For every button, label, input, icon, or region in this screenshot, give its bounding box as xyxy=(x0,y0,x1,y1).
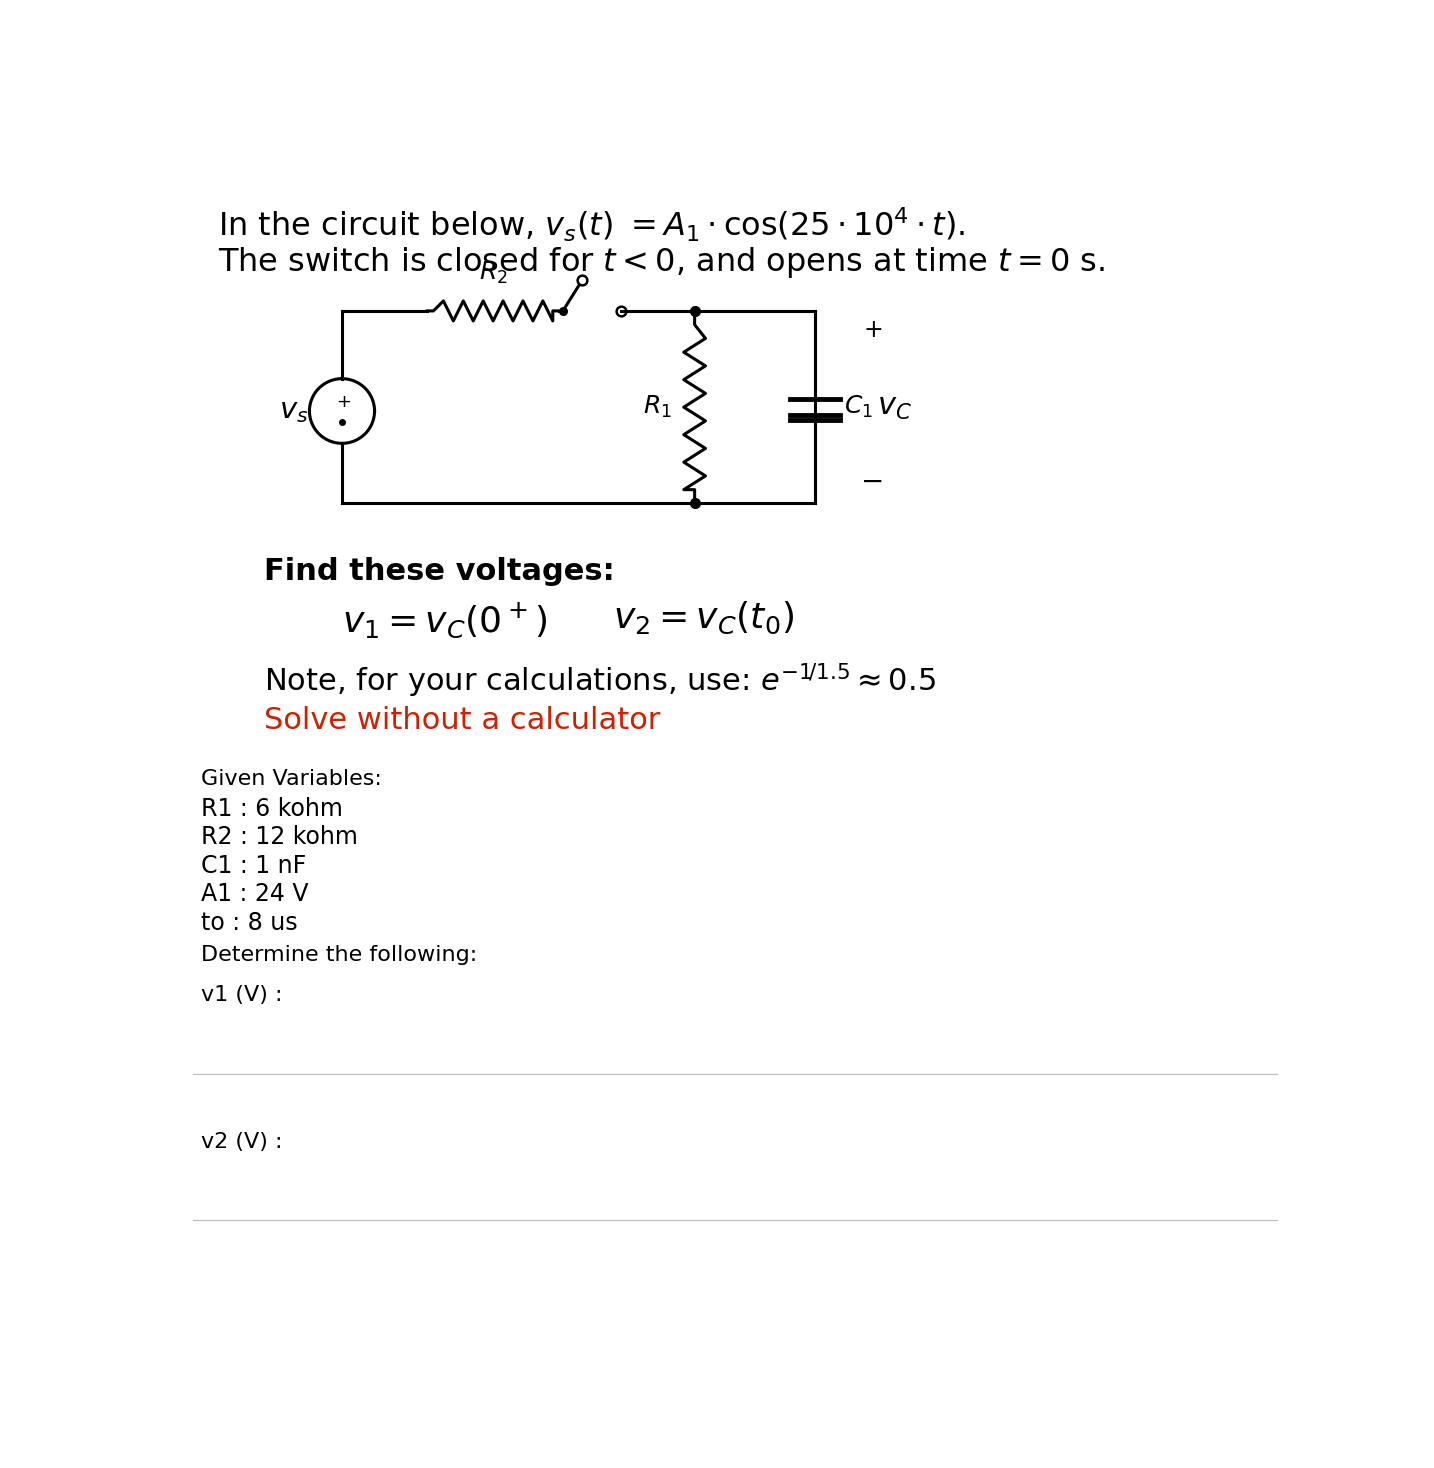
Text: $v_2 = v_C(t_0)$: $v_2 = v_C(t_0)$ xyxy=(614,599,794,636)
Text: Solve without a calculator: Solve without a calculator xyxy=(264,706,661,735)
Text: $C_1$: $C_1$ xyxy=(845,393,873,420)
Text: $R_2$: $R_2$ xyxy=(479,260,508,286)
Text: v1 (V) :: v1 (V) : xyxy=(201,985,282,1006)
Text: $v_1 = v_C(0^+)$: $v_1 = v_C(0^+)$ xyxy=(341,599,548,640)
Text: +: + xyxy=(336,393,351,411)
Text: −: − xyxy=(862,468,885,496)
Text: $v_s$: $v_s$ xyxy=(280,396,308,426)
Text: R2 : 12 kohm: R2 : 12 kohm xyxy=(201,825,358,850)
Text: Determine the following:: Determine the following: xyxy=(201,945,478,966)
Text: to : 8 us: to : 8 us xyxy=(201,910,298,935)
Text: In the circuit below, $v_s(t)\ =A_1\cdot\cos(25\cdot10^4\cdot t).$: In the circuit below, $v_s(t)\ =A_1\cdot… xyxy=(218,206,965,244)
Text: Note, for your calculations, use: $e^{-1\!/1.5} \approx 0.5$: Note, for your calculations, use: $e^{-1… xyxy=(264,661,936,700)
Text: The switch is closed for $t<0$, and opens at time $t=0$ s.: The switch is closed for $t<0$, and open… xyxy=(218,245,1106,280)
Text: $v_C$: $v_C$ xyxy=(876,392,912,421)
Text: +: + xyxy=(863,319,883,342)
Text: C1 : 1 nF: C1 : 1 nF xyxy=(201,854,307,878)
Text: $R_1$: $R_1$ xyxy=(642,393,673,420)
Text: R1 : 6 kohm: R1 : 6 kohm xyxy=(201,797,343,821)
Text: Given Variables:: Given Variables: xyxy=(201,769,381,790)
Text: A1 : 24 V: A1 : 24 V xyxy=(201,882,308,906)
Text: v2 (V) :: v2 (V) : xyxy=(201,1132,282,1152)
Text: Find these voltages:: Find these voltages: xyxy=(264,558,615,586)
